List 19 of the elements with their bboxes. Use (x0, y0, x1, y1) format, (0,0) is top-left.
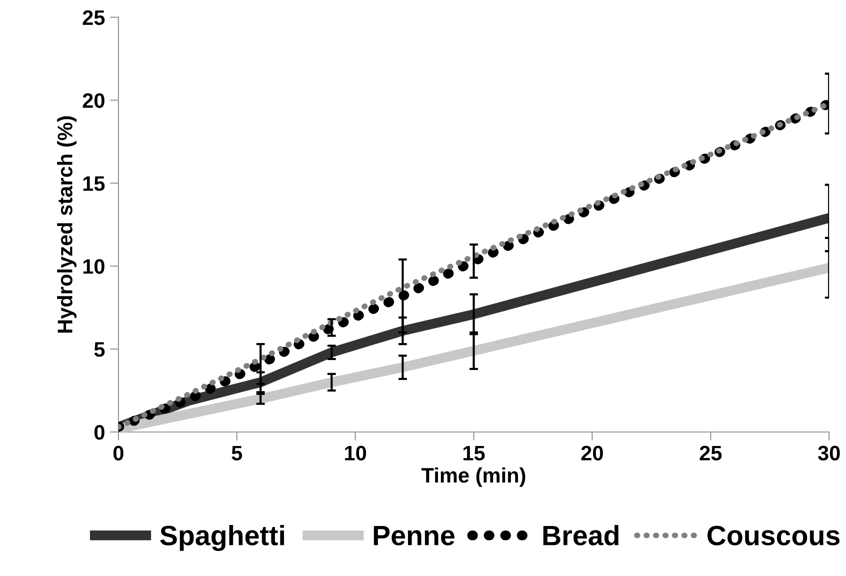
legend-label: Penne (374, 526, 454, 546)
x-tick-label: 5 (232, 446, 242, 460)
x-tick-label: 30 (818, 446, 840, 461)
x-tick-label: 0 (113, 446, 124, 460)
legend-label: Couscous (708, 526, 840, 546)
y-axis-title: Hydrolyzed starch (%) (57, 116, 77, 333)
x-axis-title: Time (min) (422, 467, 526, 487)
y-tick-label: 0 (94, 425, 104, 440)
legend-label: Bread (543, 524, 618, 546)
x-tick-label: 10 (345, 446, 366, 460)
y-tick-label: 25 (82, 10, 105, 26)
y-tick-label: 20 (82, 93, 104, 108)
y-tick-label: 15 (83, 176, 105, 191)
x-tick-label: 25 (700, 446, 722, 460)
legend-label: Spaghetti (160, 524, 284, 551)
x-tick-label: 20 (581, 446, 603, 460)
y-tick-label: 10 (83, 259, 104, 274)
y-tick-label: 5 (94, 342, 105, 357)
x-tick-label: 15 (463, 446, 485, 460)
